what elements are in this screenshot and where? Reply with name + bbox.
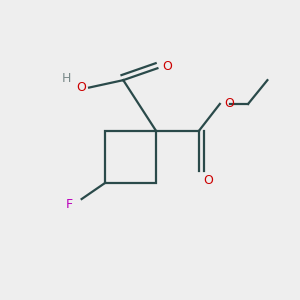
Text: O: O — [76, 81, 86, 94]
Text: F: F — [66, 199, 73, 212]
Text: O: O — [162, 60, 172, 73]
Text: H: H — [62, 72, 71, 85]
Text: O: O — [224, 98, 234, 110]
Text: O: O — [203, 174, 213, 187]
